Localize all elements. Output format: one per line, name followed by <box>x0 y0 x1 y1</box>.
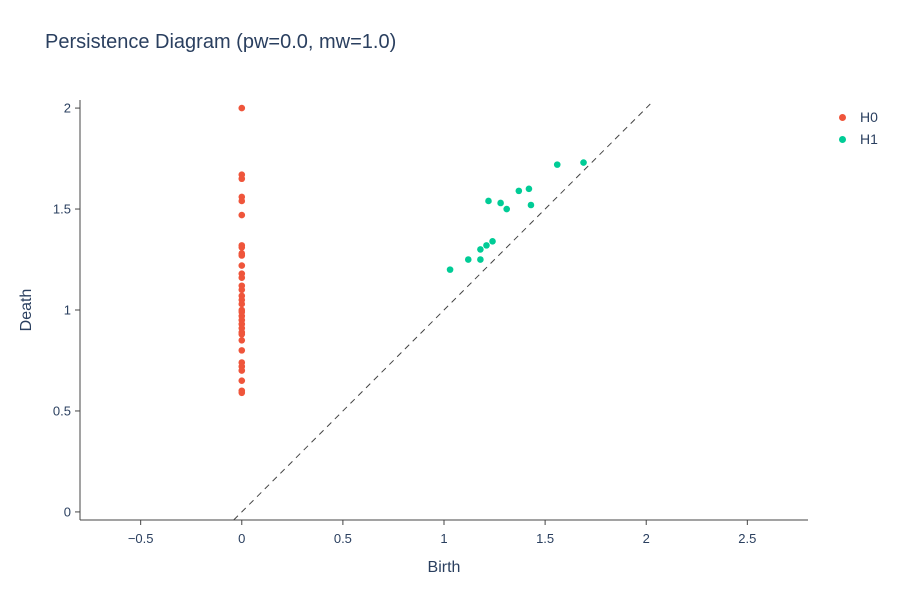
data-point-h1 <box>497 199 504 207</box>
data-point-h0 <box>238 252 246 259</box>
legend-marker-h0 <box>839 113 846 121</box>
data-point-h1 <box>446 266 454 273</box>
y-tick-label: 1 <box>64 303 71 318</box>
chart-title: Persistence Diagram (pw=0.0, mw=1.0) <box>45 31 397 53</box>
data-point-h0 <box>238 389 246 397</box>
data-point-h0 <box>238 197 246 205</box>
data-point-h0 <box>238 300 246 308</box>
data-point-h1 <box>525 185 533 193</box>
data-point-h1 <box>477 246 484 253</box>
y-tick-label: 2 <box>64 101 71 116</box>
data-point-h0 <box>238 211 246 219</box>
x-tick-label: 1 <box>440 531 447 546</box>
x-tick-label: −0.5 <box>128 531 154 546</box>
diagonal-line <box>233 103 651 521</box>
data-point-h1 <box>503 205 510 213</box>
data-point-h1 <box>580 159 587 166</box>
legend-label-h0: H0 <box>860 109 878 125</box>
data-point-h0 <box>238 308 246 316</box>
data-point-h1 <box>464 256 472 263</box>
data-point-h1 <box>527 201 535 209</box>
legend-label-h1: H1 <box>860 131 878 147</box>
data-point-h0 <box>238 377 246 384</box>
x-tick-label: 0.5 <box>334 531 352 546</box>
data-point-h1 <box>483 242 490 249</box>
x-tick-label: 2 <box>643 531 650 546</box>
data-point-h0 <box>238 274 246 281</box>
data-point-h1 <box>489 238 496 245</box>
data-point-h0 <box>238 244 246 251</box>
y-tick-label: 0 <box>64 504 71 519</box>
legend[interactable]: H0 H1 <box>832 106 878 150</box>
y-tick-label: 0.5 <box>53 403 71 418</box>
data-point-h1 <box>477 256 484 263</box>
x-tick-label: 0 <box>238 531 245 546</box>
x-axis-label: Birth <box>428 559 461 576</box>
legend-item-h1[interactable]: H1 <box>832 128 878 150</box>
data-point-h0 <box>238 330 246 338</box>
legend-marker-h1 <box>839 135 846 143</box>
data-point-h0 <box>238 104 246 112</box>
data-point-h1 <box>553 161 561 168</box>
x-tick-label: 2.5 <box>738 531 756 546</box>
data-point-h0 <box>238 175 246 183</box>
data-point-h0 <box>238 347 246 354</box>
data-point-h0 <box>238 336 246 344</box>
y-tick-label: 1.5 <box>53 202 71 217</box>
data-point-h0 <box>238 367 246 374</box>
y-axis-label: Death <box>18 289 35 332</box>
x-tick-label: 1.5 <box>536 531 554 546</box>
legend-item-h0[interactable]: H0 <box>832 106 878 128</box>
data-point-h0 <box>238 262 246 269</box>
plot-area: −0.5 0 0.5 1 1.5 2 2.5 0 0.5 1 1.5 2 <box>53 100 808 546</box>
data-point-h0 <box>238 286 246 294</box>
data-point-h1 <box>485 197 492 205</box>
data-point-h1 <box>515 187 523 195</box>
